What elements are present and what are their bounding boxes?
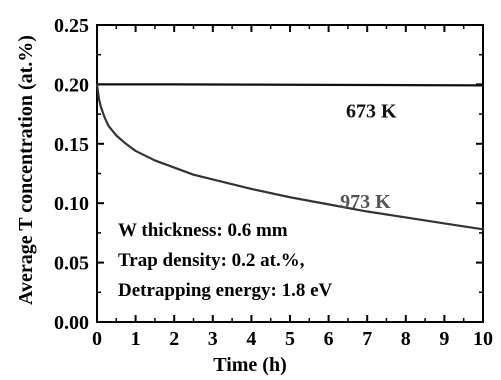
x-tick-label: 9 bbox=[439, 328, 449, 350]
x-tick-label: 10 bbox=[473, 328, 493, 350]
series-label-973k: 973 K bbox=[340, 191, 391, 213]
y-tick-label: 0.00 bbox=[54, 312, 89, 334]
x-tick-label: 3 bbox=[208, 328, 218, 350]
series-labels: 673 K 973 K bbox=[340, 101, 397, 213]
x-axis-ticks: 0 1 2 3 4 5 6 7 8 9 10 bbox=[92, 25, 493, 350]
x-tick-label: 2 bbox=[169, 328, 179, 350]
plot-border bbox=[96, 24, 484, 323]
x-axis-title: Time (h) bbox=[213, 354, 287, 376]
x-tick-label: 8 bbox=[401, 328, 411, 350]
series-line-973k bbox=[95, 83, 485, 231]
x-tick-label: 4 bbox=[246, 328, 256, 350]
y-tick-label: 0.25 bbox=[54, 15, 89, 37]
annotation-thickness: W thickness: 0.6 mm bbox=[118, 220, 288, 241]
annotation-trap-density: Trap density: 0.2 at.%, bbox=[118, 250, 305, 271]
y-tick-label: 0.15 bbox=[54, 134, 89, 156]
series-line-673k bbox=[95, 83, 485, 87]
x-tick-label: 1 bbox=[131, 328, 141, 350]
y-tick-label: 0.20 bbox=[54, 74, 89, 96]
x-tick-label: 7 bbox=[362, 328, 372, 350]
x-tick-label: 5 bbox=[285, 328, 295, 350]
x-tick-label: 0 bbox=[92, 328, 102, 350]
x-tick-label: 6 bbox=[324, 328, 334, 350]
y-tick-label: 0.10 bbox=[54, 193, 89, 215]
y-tick-label: 0.05 bbox=[54, 253, 89, 275]
series-label-673k: 673 K bbox=[346, 101, 397, 123]
y-axis-title: Average T concentration (at.%) bbox=[15, 35, 37, 305]
annotation-box: W thickness: 0.6 mm Trap density: 0.2 at… bbox=[118, 220, 333, 301]
series-layer bbox=[95, 83, 485, 231]
plot-frame bbox=[96, 24, 484, 323]
annotation-detrapping-energy: Detrapping energy: 1.8 eV bbox=[118, 280, 333, 301]
